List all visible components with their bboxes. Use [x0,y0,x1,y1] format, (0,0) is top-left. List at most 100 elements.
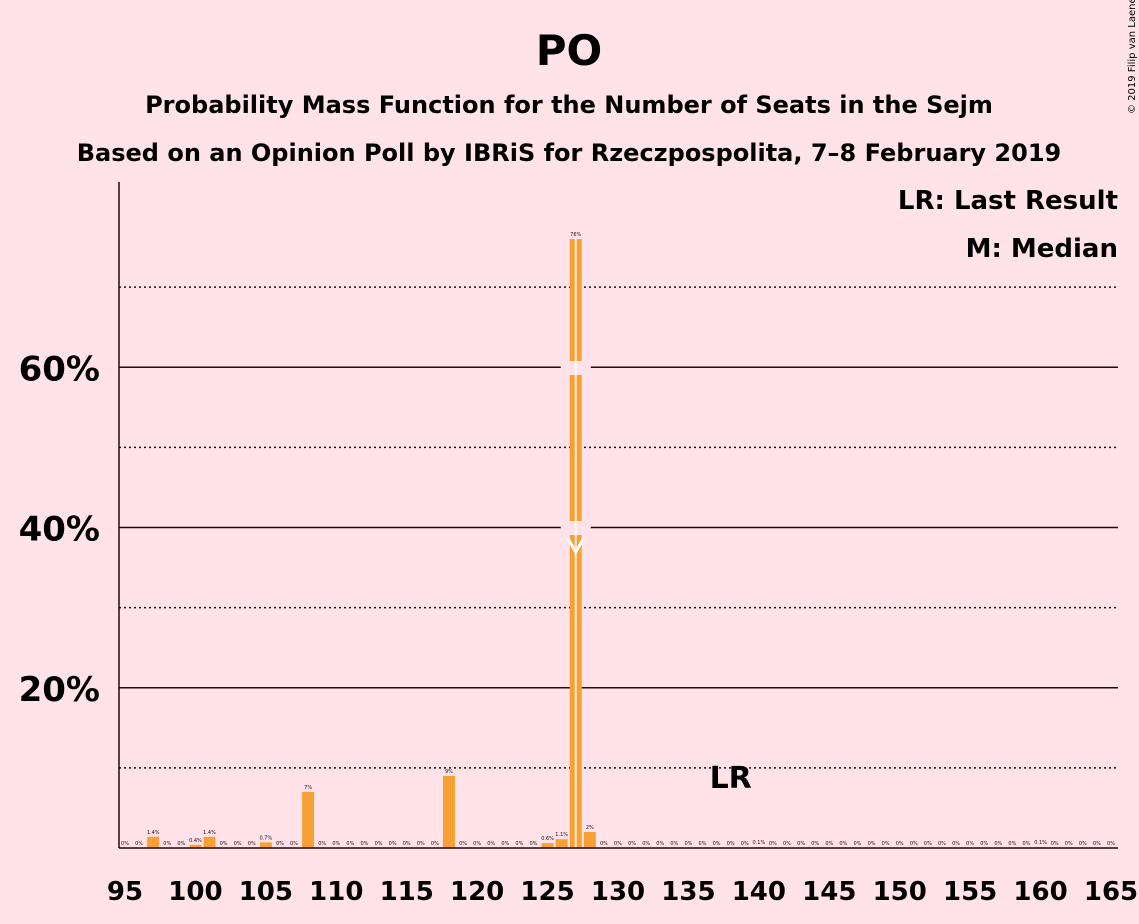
bar-value-label: 0% [811,841,819,847]
y-tick-label: 40% [19,510,100,550]
bar-value-label: 0% [290,841,298,847]
bar-value-label: 0% [346,841,354,847]
bar-value-label: 0% [318,841,326,847]
bar-value-label: 0% [1023,841,1031,847]
bar-value-label: 9% [445,769,453,775]
bar-labels: 0% 0%1.4%0% 0%0.4%1.4%0% 0% 0%0.7%0% 0%7%0% 0%… [121,232,1115,847]
bar-value-label: 0% [656,841,664,847]
bar-value-label: 1.1% [555,832,568,838]
chart-title: PO [536,26,603,75]
bar-value-label: 1.4% [147,830,160,836]
bar-value-label: 0% [839,841,847,847]
bar-value-label: 0% [825,841,833,847]
bar [203,836,216,848]
bar-value-label: 0% [853,841,861,847]
bar-value-label: 0% [741,841,749,847]
gridlines [119,286,1118,769]
bar-value-label: 0% [1065,841,1073,847]
bar-value-label: 0.1% [753,840,766,846]
bar [442,775,455,848]
y-tick-label: 60% [19,349,100,389]
bar-value-label: 0% [600,841,608,847]
bar-value-label: 7% [304,785,312,791]
bar-value-label: 0% [910,841,918,847]
bar-value-label: 0% [360,841,368,847]
bar-value-label: 0% [966,841,974,847]
x-tick-label: 160 [1013,877,1067,907]
median-marker [566,537,586,556]
bar-value-label: 0% [417,841,425,847]
bar-value-label: 0% [783,841,791,847]
bar-value-label: 1.4% [203,830,216,836]
legend-last-result: LR: Last Result [898,186,1118,216]
bar-value-label: 0% [938,841,946,847]
bar-value-label: 0% [163,841,171,847]
x-tick-label: 165 [1084,877,1138,907]
bar-value-label: 0% [515,841,523,847]
bar-value-label: 0% [459,841,467,847]
bar-value-label: 0% [994,841,1002,847]
bar-value-label: 0% [473,841,481,847]
chart-subtitle-2: Based on an Opinion Poll by IBRiS for Rz… [77,139,1061,167]
x-tick-label: 115 [380,877,434,907]
x-tick-label: 135 [661,877,715,907]
bar-value-label: 0% [487,841,495,847]
bar [189,844,202,848]
bar [147,836,160,848]
bar-value-label: 0% [952,841,960,847]
chart-subtitle-1: Probability Mass Function for the Number… [145,91,993,119]
bar-value-label: 0% [248,841,256,847]
bar-value-label: 0% [501,841,509,847]
bar-value-label: 0% [177,841,185,847]
last-result-label: LR [710,761,752,796]
bar-value-label: 0% [1051,841,1059,847]
bars [147,239,1047,849]
markers: LR [560,239,752,848]
bar-value-label: 0% [882,841,890,847]
x-tick-label: 155 [943,877,997,907]
bar-value-label: 0% [727,841,735,847]
bar-value-label: 0.6% [541,836,554,842]
bar-value-label: 0% [431,841,439,847]
bar-value-label: 0% [1107,841,1115,847]
x-tick-label: 125 [520,877,574,907]
x-tick-label: 100 [168,877,222,907]
bar [541,843,554,848]
bar-value-label: 0% [769,841,777,847]
bar-value-label: 76% [570,232,581,238]
bar-value-label: 0% [896,841,904,847]
bar-value-label: 0% [389,841,397,847]
bar-value-label: 0% [403,841,411,847]
bar-value-label: 0% [628,841,636,847]
bar-value-label: 0% [868,841,876,847]
bar-value-label: 0% [121,841,129,847]
bar-value-label: 0.4% [189,838,202,844]
bar-value-label: 0% [276,841,284,847]
bar-value-label: 0% [713,841,721,847]
bar-value-label: 0% [1093,841,1101,847]
bar-value-label: 0% [670,841,678,847]
y-tick-label: 20% [19,670,100,710]
bar-value-label: 2% [586,825,594,831]
bar-value-label: 0% [135,841,143,847]
x-tick-label: 145 [802,877,856,907]
bar-value-label: 0% [530,841,538,847]
bar-value-label: 0% [699,841,707,847]
x-tick-label: 105 [239,877,293,907]
bar-value-label: 0% [332,841,340,847]
bar-value-label: 0% [220,841,228,847]
x-tick-label: 120 [450,877,504,907]
x-tick-label: 150 [873,877,927,907]
bar-value-label: 0.1% [1034,840,1047,846]
bar-value-label: 0% [924,841,932,847]
x-tick-label: 110 [309,877,363,907]
bar [583,831,596,848]
x-tick-label: 130 [591,877,645,907]
bar-value-label: 0% [234,841,242,847]
x-tick-label: 95 [107,877,143,907]
bar-value-label: 0% [1008,841,1016,847]
bar-value-label: 0% [684,841,692,847]
bar [259,842,272,848]
bar [302,791,315,848]
